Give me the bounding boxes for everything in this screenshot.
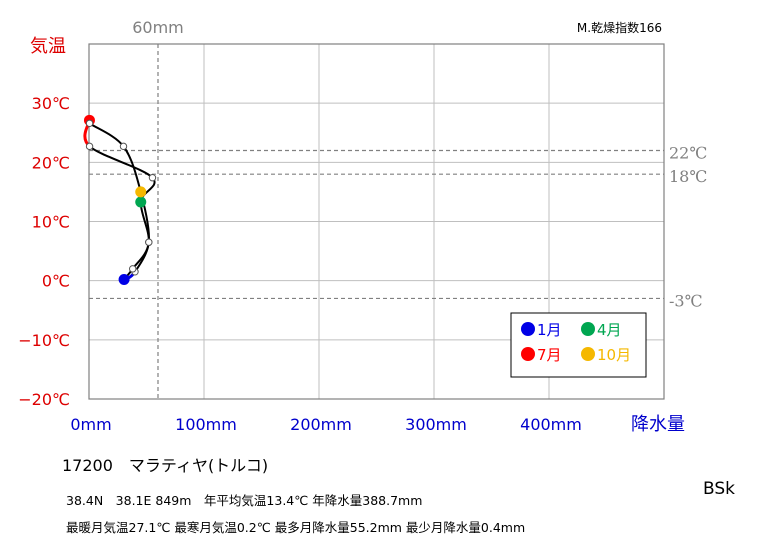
station-info-line2: 最暖月気温27.1℃ 最寒月気温0.2℃ 最多月降水量55.2mm 最少月降水量… [66, 520, 526, 535]
x-tick-label: 400mm [520, 415, 582, 434]
legend-box [510, 312, 647, 378]
y-tick-label: 0℃ [42, 272, 70, 291]
series-segment [88, 122, 125, 148]
legend: 1月 4月 7月 10月 [510, 312, 647, 378]
month-point [85, 142, 94, 151]
y-tick-label: 10℃ [32, 213, 70, 232]
x-tick-label: 200mm [290, 415, 352, 434]
month-point-highlight [135, 186, 147, 198]
precipitation-axis-label: 降水量 [631, 414, 685, 435]
y-tick-label: −10℃ [18, 331, 70, 350]
station-name: 17200 マラティヤ(トルコ) [62, 456, 269, 475]
month-point [148, 174, 157, 182]
y-tick-label: 20℃ [32, 153, 70, 172]
month-point [85, 119, 94, 127]
y-tick-label: −20℃ [18, 390, 70, 409]
legend-marker [521, 322, 535, 336]
plot-frame [88, 43, 665, 400]
climate-series [83, 114, 157, 285]
climate-class: BSk [703, 479, 735, 499]
legend-label: 10月 [597, 346, 631, 364]
temperature-axis-label: 気温 [30, 36, 66, 57]
series-segment [131, 241, 150, 270]
precipitation-axis: 0mm 100mm 200mm 300mm 400mm [70, 415, 582, 434]
y-tick-label: 30℃ [32, 94, 70, 113]
legend-label: 7月 [537, 346, 562, 364]
month-point [119, 142, 128, 151]
month-point [129, 265, 137, 273]
reference-label-temp: 22℃ [669, 144, 707, 163]
legend-marker [581, 347, 595, 361]
dryness-index-label: M.乾燥指数166 [577, 20, 662, 35]
reference-label-temp: -3℃ [669, 291, 702, 310]
month-point-highlight [118, 273, 130, 285]
legend-marker [581, 322, 595, 336]
grid-lines [89, 44, 664, 399]
legend-marker [521, 347, 535, 361]
month-point [145, 238, 153, 246]
reference-label-temp: 18℃ [669, 167, 707, 186]
station-info-line1: 38.4N 38.1E 849m 年平均気温13.4℃ 年降水量388.7mm [66, 493, 423, 508]
legend-label: 1月 [537, 321, 562, 339]
x-tick-label: 0mm [70, 415, 111, 434]
month-point-highlight [135, 196, 147, 208]
reference-label-precip: 60mm [132, 18, 184, 37]
x-tick-label: 300mm [405, 415, 467, 434]
legend-label: 4月 [597, 321, 622, 339]
climograph: 22℃ 18℃ -3℃ 60mm −20℃ −10℃ 0℃ 10℃ 20℃ 30℃ 0mm 100… [18, 18, 707, 435]
x-tick-label: 100mm [175, 415, 237, 434]
temperature-axis: −20℃ −10℃ 0℃ 10℃ 20℃ 30℃ [18, 94, 70, 409]
reference-lines: 22℃ 18℃ -3℃ 60mm [89, 18, 707, 399]
series-segment [88, 145, 154, 179]
